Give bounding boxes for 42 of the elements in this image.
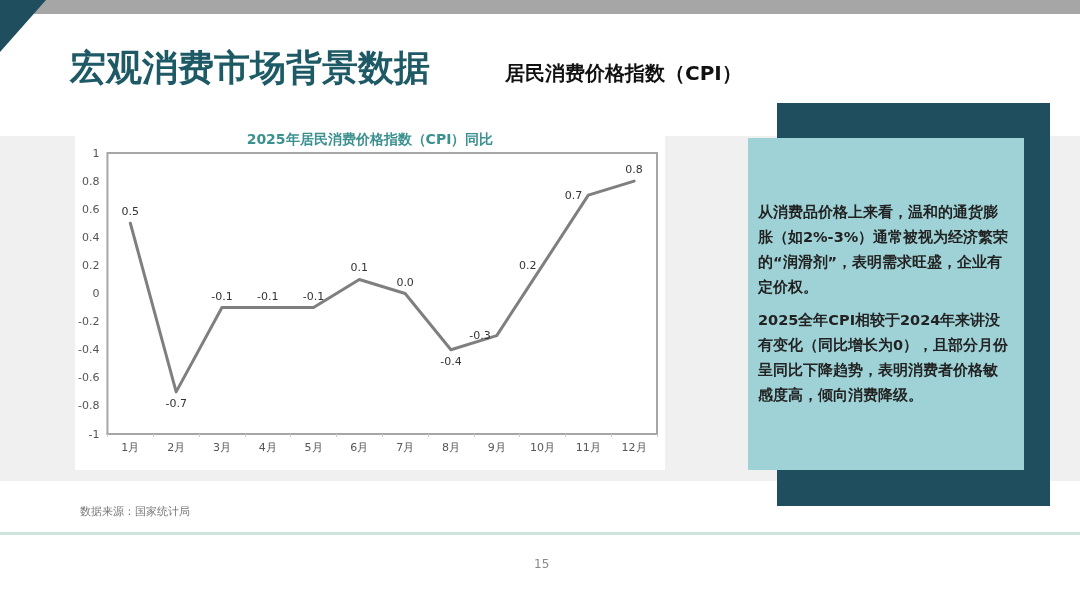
data-label: -0.7 (165, 396, 187, 410)
text: 居民消费价格指数（CPI） (505, 60, 742, 87)
x-tick-label: 5月 (304, 441, 323, 454)
x-tick-label: 10月 (530, 441, 556, 454)
chart-title: 2025年居民消费价格指数（CPI）同比 (246, 131, 494, 147)
x-tick-label: 6月 (350, 441, 369, 454)
y-tick-label: -0.6 (77, 371, 100, 385)
y-tick-label: -0.4 (77, 343, 100, 357)
y-tick-label: 0.8 (81, 174, 100, 188)
text: 2025全年CPI相较于2024年来讲没有变化（同比增长为0），且部分月份呈同比下降趋势，表明消费者价格敏感度高，倾向消费降级。 (758, 311, 1010, 405)
data-label: 0.8 (625, 163, 643, 177)
x-tick-label: 12月 (621, 441, 647, 454)
data-label: 0.0 (396, 275, 414, 289)
text: 宏观消费市场背景数据 (70, 46, 430, 90)
x-tick-label: 11月 (575, 441, 601, 454)
data-label: -0.1 (302, 289, 325, 303)
x-tick-label: 2月 (167, 441, 186, 454)
data-label: 0.7 (564, 188, 583, 202)
data-label: 0.1 (350, 261, 369, 275)
x-tick-label: 4月 (258, 441, 277, 454)
y-tick-label: -1 (88, 427, 100, 441)
data-label: 0.5 (121, 205, 140, 219)
text: 从消费品价格上来看，温和的通货膨胀（如2%-3%）通常被视为经济繁荣的“润滑剂”，表明需求旺盛，企业有定价权。 (758, 203, 1010, 297)
x-tick-label: 1月 (121, 441, 140, 454)
x-tick-label: 7月 (396, 441, 415, 454)
x-tick-label: 8月 (441, 441, 460, 454)
data-label: -0.1 (211, 289, 233, 303)
source-note: 数据来源：国家统计局 (80, 504, 190, 519)
y-tick-label: -0.2 (77, 315, 100, 329)
x-tick-label: 9月 (487, 441, 506, 454)
y-tick-label: 1 (92, 146, 100, 160)
x-tick-label: 3月 (212, 441, 231, 454)
data-label: 0.2 (519, 258, 537, 272)
data-label: -0.3 (469, 329, 491, 343)
data-label: -0.4 (440, 354, 462, 368)
y-tick-label: 0.6 (81, 202, 100, 216)
y-tick-label: -0.8 (77, 399, 100, 413)
y-tick-label: 0.2 (81, 258, 100, 272)
y-tick-label: 0 (92, 287, 100, 300)
y-tick-label: 0.4 (81, 230, 100, 244)
text: 15 (534, 557, 550, 571)
data-label: -0.1 (257, 289, 279, 303)
